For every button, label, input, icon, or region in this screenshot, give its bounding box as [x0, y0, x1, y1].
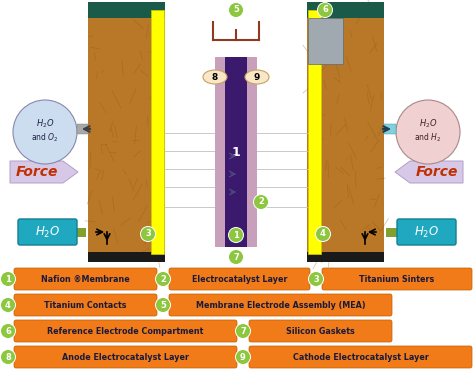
FancyBboxPatch shape [14, 268, 157, 290]
Bar [308, 10, 321, 254]
Text: 1: 1 [5, 274, 11, 284]
Bar [307, 2, 384, 262]
Text: Titanium Contacts: Titanium Contacts [44, 300, 127, 310]
Bar [88, 2, 165, 262]
Bar [307, 252, 384, 262]
Text: 3: 3 [145, 229, 151, 238]
Bar [88, 252, 165, 262]
Circle shape [318, 2, 332, 17]
Circle shape [236, 324, 250, 339]
FancyBboxPatch shape [169, 268, 310, 290]
Circle shape [316, 226, 330, 241]
Text: 6: 6 [322, 5, 328, 14]
Text: 2: 2 [258, 197, 264, 207]
Text: Force: Force [15, 165, 58, 179]
Bar [215, 57, 225, 247]
FancyArrow shape [395, 161, 463, 183]
Circle shape [236, 349, 250, 365]
Text: $H_2O$: $H_2O$ [36, 118, 54, 130]
FancyBboxPatch shape [169, 294, 392, 316]
Circle shape [0, 298, 16, 312]
Text: 4: 4 [320, 229, 326, 238]
Text: Force: Force [415, 165, 458, 179]
Text: Titanium Sinters: Titanium Sinters [359, 274, 435, 284]
Text: Reference Electrode Compartment: Reference Electrode Compartment [47, 327, 204, 336]
Circle shape [155, 272, 171, 286]
Ellipse shape [245, 70, 269, 84]
FancyBboxPatch shape [249, 320, 392, 342]
Text: $H_2O$: $H_2O$ [419, 118, 437, 130]
Text: Electrocatalyst Layer: Electrocatalyst Layer [192, 274, 287, 284]
Circle shape [254, 195, 268, 209]
FancyBboxPatch shape [397, 219, 456, 245]
Text: Cathode Electrocatalyst Layer: Cathode Electrocatalyst Layer [292, 353, 428, 361]
Text: 7: 7 [233, 252, 239, 262]
Circle shape [155, 298, 171, 312]
Bar [386, 228, 397, 236]
Circle shape [396, 100, 460, 164]
Text: 3: 3 [313, 274, 319, 284]
Text: 2: 2 [160, 274, 166, 284]
Bar [151, 10, 164, 254]
Bar [77, 124, 88, 134]
Text: 6: 6 [5, 327, 11, 336]
Text: 1: 1 [233, 231, 239, 240]
FancyBboxPatch shape [322, 268, 472, 290]
Text: 8: 8 [212, 72, 218, 82]
Text: $H_2O$: $H_2O$ [35, 224, 60, 240]
Circle shape [228, 250, 244, 264]
Ellipse shape [203, 70, 227, 84]
Text: 9: 9 [240, 353, 246, 361]
Circle shape [0, 324, 16, 339]
Bar [308, 18, 343, 64]
Circle shape [0, 272, 16, 286]
Bar [247, 57, 257, 247]
Circle shape [228, 2, 244, 17]
Circle shape [140, 226, 155, 241]
Bar [307, 2, 384, 18]
FancyBboxPatch shape [14, 346, 237, 368]
FancyBboxPatch shape [14, 294, 157, 316]
FancyArrow shape [10, 161, 78, 183]
Circle shape [0, 349, 16, 365]
Bar [77, 228, 86, 236]
FancyBboxPatch shape [249, 346, 472, 368]
Text: Membrane Electrode Assembly (MEA): Membrane Electrode Assembly (MEA) [196, 300, 365, 310]
FancyBboxPatch shape [18, 219, 77, 245]
Text: Anode Electrocatalyst Layer: Anode Electrocatalyst Layer [62, 353, 189, 361]
Text: Nafion ®Membrane: Nafion ®Membrane [41, 274, 130, 284]
Circle shape [13, 100, 77, 164]
Text: 9: 9 [254, 72, 260, 82]
Text: and $O_2$: and $O_2$ [31, 132, 59, 144]
FancyBboxPatch shape [14, 320, 237, 342]
Bar [384, 124, 396, 134]
Text: 7: 7 [240, 327, 246, 336]
Text: 5: 5 [160, 300, 166, 310]
Text: $H_2O$: $H_2O$ [414, 224, 439, 240]
Text: 1: 1 [232, 146, 240, 159]
Text: 4: 4 [5, 300, 11, 310]
Text: Silicon Gaskets: Silicon Gaskets [286, 327, 355, 336]
Text: 8: 8 [5, 353, 11, 361]
Circle shape [228, 228, 244, 243]
Bar [88, 2, 165, 18]
Bar [225, 57, 247, 247]
Text: 5: 5 [233, 5, 239, 14]
Circle shape [309, 272, 323, 286]
Text: and $H_2$: and $H_2$ [414, 132, 442, 144]
